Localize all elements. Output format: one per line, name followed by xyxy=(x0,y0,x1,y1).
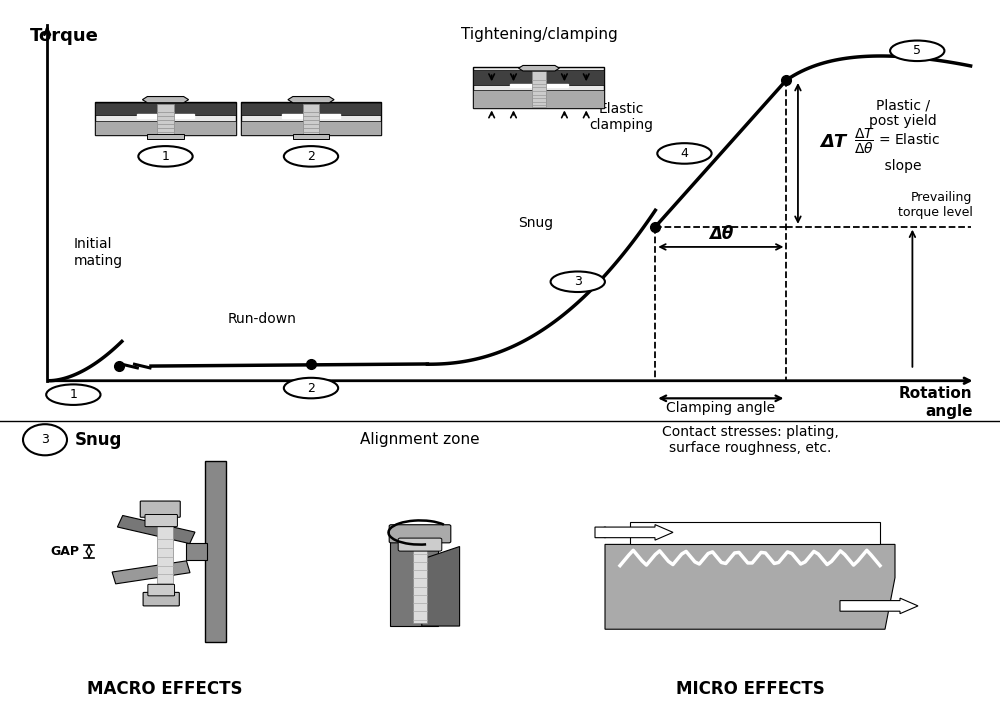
Polygon shape xyxy=(519,66,559,71)
Text: ΔT: ΔT xyxy=(820,134,846,151)
Bar xyxy=(157,515,173,595)
Bar xyxy=(137,115,194,118)
Circle shape xyxy=(551,271,605,292)
Polygon shape xyxy=(142,97,189,103)
Bar xyxy=(473,69,604,85)
Text: Prevailing
torque level: Prevailing torque level xyxy=(898,191,973,218)
Bar xyxy=(186,544,207,559)
Polygon shape xyxy=(117,515,195,544)
Polygon shape xyxy=(112,561,190,584)
Text: Alignment zone: Alignment zone xyxy=(360,432,480,448)
FancyBboxPatch shape xyxy=(143,592,179,606)
Text: 2: 2 xyxy=(307,150,315,163)
FancyBboxPatch shape xyxy=(398,538,442,551)
Bar xyxy=(157,104,174,135)
Text: MACRO EFFECTS: MACRO EFFECTS xyxy=(87,680,243,699)
FancyArrow shape xyxy=(840,598,918,614)
Bar xyxy=(95,121,236,135)
Circle shape xyxy=(890,40,944,61)
Text: Snug: Snug xyxy=(518,216,554,230)
Bar xyxy=(241,103,381,115)
Text: Clamping angle: Clamping angle xyxy=(666,402,775,415)
Polygon shape xyxy=(390,534,438,626)
Text: GAP: GAP xyxy=(50,545,80,558)
Text: Snug: Snug xyxy=(75,431,122,449)
Bar xyxy=(303,104,319,135)
FancyBboxPatch shape xyxy=(148,584,175,596)
FancyBboxPatch shape xyxy=(389,525,451,543)
Polygon shape xyxy=(630,522,880,544)
Text: 3: 3 xyxy=(574,275,582,288)
Bar xyxy=(473,67,604,108)
Bar xyxy=(282,115,340,118)
Bar xyxy=(95,103,236,115)
Text: $\dfrac{\Delta T}{\Delta\theta}$ = Elastic
       slope: $\dfrac{\Delta T}{\Delta\theta}$ = Elast… xyxy=(854,127,941,173)
Polygon shape xyxy=(605,544,895,629)
Circle shape xyxy=(46,385,101,405)
FancyBboxPatch shape xyxy=(145,515,177,527)
Circle shape xyxy=(138,146,193,167)
Circle shape xyxy=(284,378,338,398)
Text: Initial
mating: Initial mating xyxy=(73,238,122,267)
Bar xyxy=(473,90,604,108)
FancyArrow shape xyxy=(595,525,673,540)
FancyBboxPatch shape xyxy=(140,501,180,518)
Circle shape xyxy=(23,424,67,455)
Text: 1: 1 xyxy=(69,388,77,401)
Text: Tightening/clamping: Tightening/clamping xyxy=(461,27,617,42)
Text: Run-down: Run-down xyxy=(228,312,297,326)
Bar xyxy=(293,134,329,139)
Bar xyxy=(147,134,184,139)
Text: Δθ: Δθ xyxy=(709,225,733,243)
Text: 3: 3 xyxy=(41,433,49,446)
Text: 1: 1 xyxy=(162,150,169,163)
Circle shape xyxy=(657,144,712,164)
Text: 5: 5 xyxy=(913,45,921,57)
Circle shape xyxy=(284,146,338,167)
Bar xyxy=(205,461,226,642)
Polygon shape xyxy=(288,97,334,103)
Bar xyxy=(241,121,381,135)
Bar xyxy=(95,102,236,135)
Text: Torque: Torque xyxy=(30,27,99,45)
Bar xyxy=(532,71,546,107)
Text: Rotation
angle: Rotation angle xyxy=(899,386,973,419)
Text: 2: 2 xyxy=(307,382,315,395)
Bar xyxy=(510,84,568,87)
Text: Contact stresses: plating,
surface roughness, etc.: Contact stresses: plating, surface rough… xyxy=(662,425,838,455)
Text: 4: 4 xyxy=(681,147,688,160)
Bar xyxy=(413,547,427,623)
Text: MICRO EFFECTS: MICRO EFFECTS xyxy=(676,680,824,699)
Text: Plastic /
post yield: Plastic / post yield xyxy=(869,98,937,128)
Bar xyxy=(241,102,381,135)
Text: Elastic
clamping: Elastic clamping xyxy=(589,102,653,132)
Polygon shape xyxy=(422,547,460,626)
